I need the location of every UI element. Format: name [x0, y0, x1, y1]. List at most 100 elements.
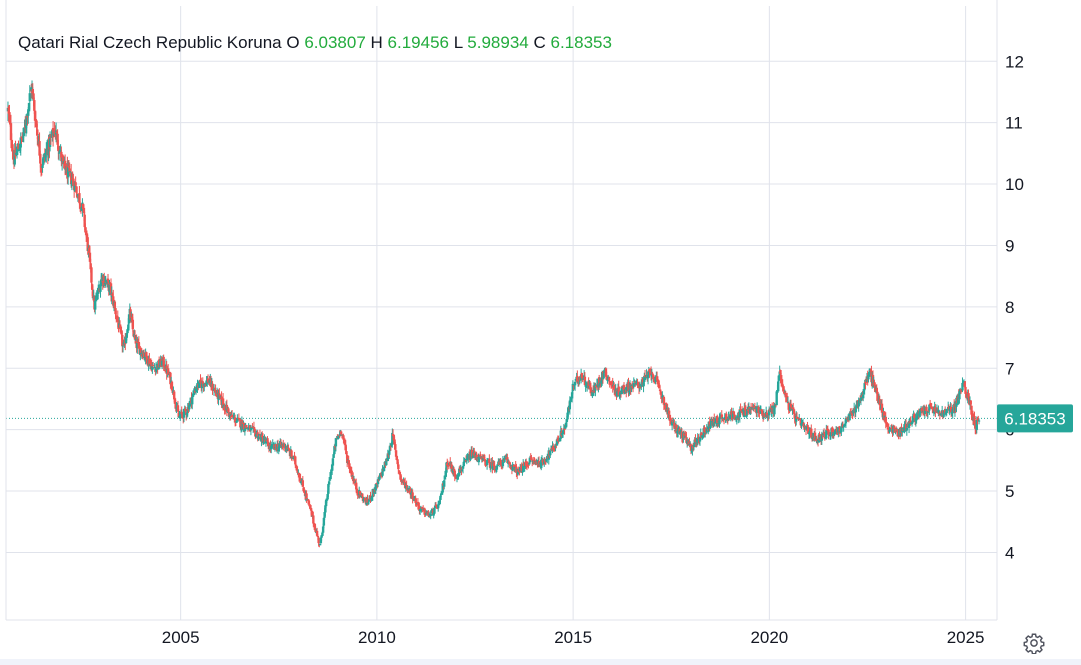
candle-body [635, 382, 638, 384]
candle-body [35, 120, 38, 128]
candle-body [897, 435, 900, 437]
candle-body [850, 412, 854, 415]
candle-body [94, 300, 97, 310]
candle-body [577, 380, 581, 382]
candle-body [789, 403, 792, 411]
candle-body [529, 457, 532, 459]
candle-body [191, 397, 194, 405]
candle-body [321, 526, 325, 533]
candle-body [229, 412, 232, 416]
candle-body [358, 491, 362, 495]
candle-body [782, 387, 785, 391]
candle-body [437, 502, 441, 506]
candle-body [667, 410, 671, 414]
candle-body [904, 423, 908, 431]
candle-body [840, 429, 843, 433]
candle-body [96, 295, 99, 297]
candle-body [193, 391, 196, 394]
gear-icon[interactable] [1023, 632, 1045, 654]
candle-body [634, 381, 637, 383]
candle-body [60, 151, 63, 162]
candle-body [118, 324, 122, 328]
candle-body [835, 429, 839, 431]
candle-body [286, 447, 289, 451]
candle-body [367, 502, 370, 504]
candle-body [696, 437, 699, 444]
candle-body [355, 488, 359, 492]
candle-body [648, 368, 651, 372]
candle-body [452, 469, 456, 472]
candle-body [400, 479, 403, 481]
candle-body [379, 473, 382, 476]
candle-body [57, 152, 61, 154]
candle-body [831, 427, 834, 436]
candle-body [206, 378, 210, 383]
candle-body [308, 504, 311, 506]
candle-body [485, 465, 488, 467]
candle-body [530, 458, 533, 460]
candle-body [475, 454, 478, 461]
candle-body [631, 386, 635, 388]
candle-body [606, 379, 609, 381]
candle-body [55, 131, 59, 134]
candle-body [779, 369, 782, 374]
candle-body [931, 408, 934, 410]
candle-body [518, 466, 522, 471]
candle-body [85, 233, 89, 238]
candle-body [109, 283, 113, 296]
candle-body [805, 425, 808, 429]
candle-body [752, 407, 755, 409]
candle-body [227, 408, 230, 412]
candle-body [910, 421, 914, 425]
candle-body [662, 396, 666, 405]
candle-body [326, 494, 329, 500]
candle-body [20, 136, 23, 139]
candle-body [170, 381, 174, 391]
y-tick-label: 5 [1005, 482, 1014, 501]
candle-body [413, 497, 417, 499]
candle-body [733, 414, 736, 419]
candle-body [45, 150, 48, 154]
candle-body [324, 499, 328, 507]
candle-body [753, 407, 757, 409]
candle-body [818, 434, 821, 441]
candle-body [195, 388, 198, 390]
candle-body [24, 125, 28, 129]
candle-body [364, 498, 367, 502]
candle-body [668, 414, 672, 421]
candle-body [700, 432, 703, 438]
candle-body [522, 462, 526, 467]
candle-body [345, 455, 349, 463]
candle-body [945, 410, 948, 412]
candle-body [254, 430, 257, 437]
candle-body [515, 466, 518, 473]
candle-body [606, 377, 610, 379]
candle-body [566, 412, 569, 420]
candle-body [73, 182, 77, 192]
candle-body [650, 373, 654, 377]
candle-body [552, 445, 555, 450]
candle-body [508, 462, 511, 465]
candle-body [321, 532, 324, 536]
candle-body [32, 93, 35, 100]
candle-body [456, 475, 459, 477]
x-tick-label: 2005 [162, 628, 200, 647]
candle-body [15, 150, 19, 155]
candle-body [691, 445, 694, 452]
y-tick-label: 11 [1005, 114, 1023, 133]
legend-title: Qatari Rial Czech Republic Koruna [18, 33, 282, 52]
candle-body [457, 475, 460, 477]
candle-body [558, 438, 562, 442]
candle-body [254, 434, 258, 438]
candle-body [589, 387, 593, 394]
candle-body [33, 99, 36, 111]
candle-body [576, 375, 579, 383]
candle-body [703, 427, 706, 433]
candle-body [869, 369, 872, 371]
candle-body [583, 376, 587, 385]
candle-body [776, 381, 780, 392]
candle-body [713, 422, 717, 424]
candle-body [450, 464, 453, 469]
